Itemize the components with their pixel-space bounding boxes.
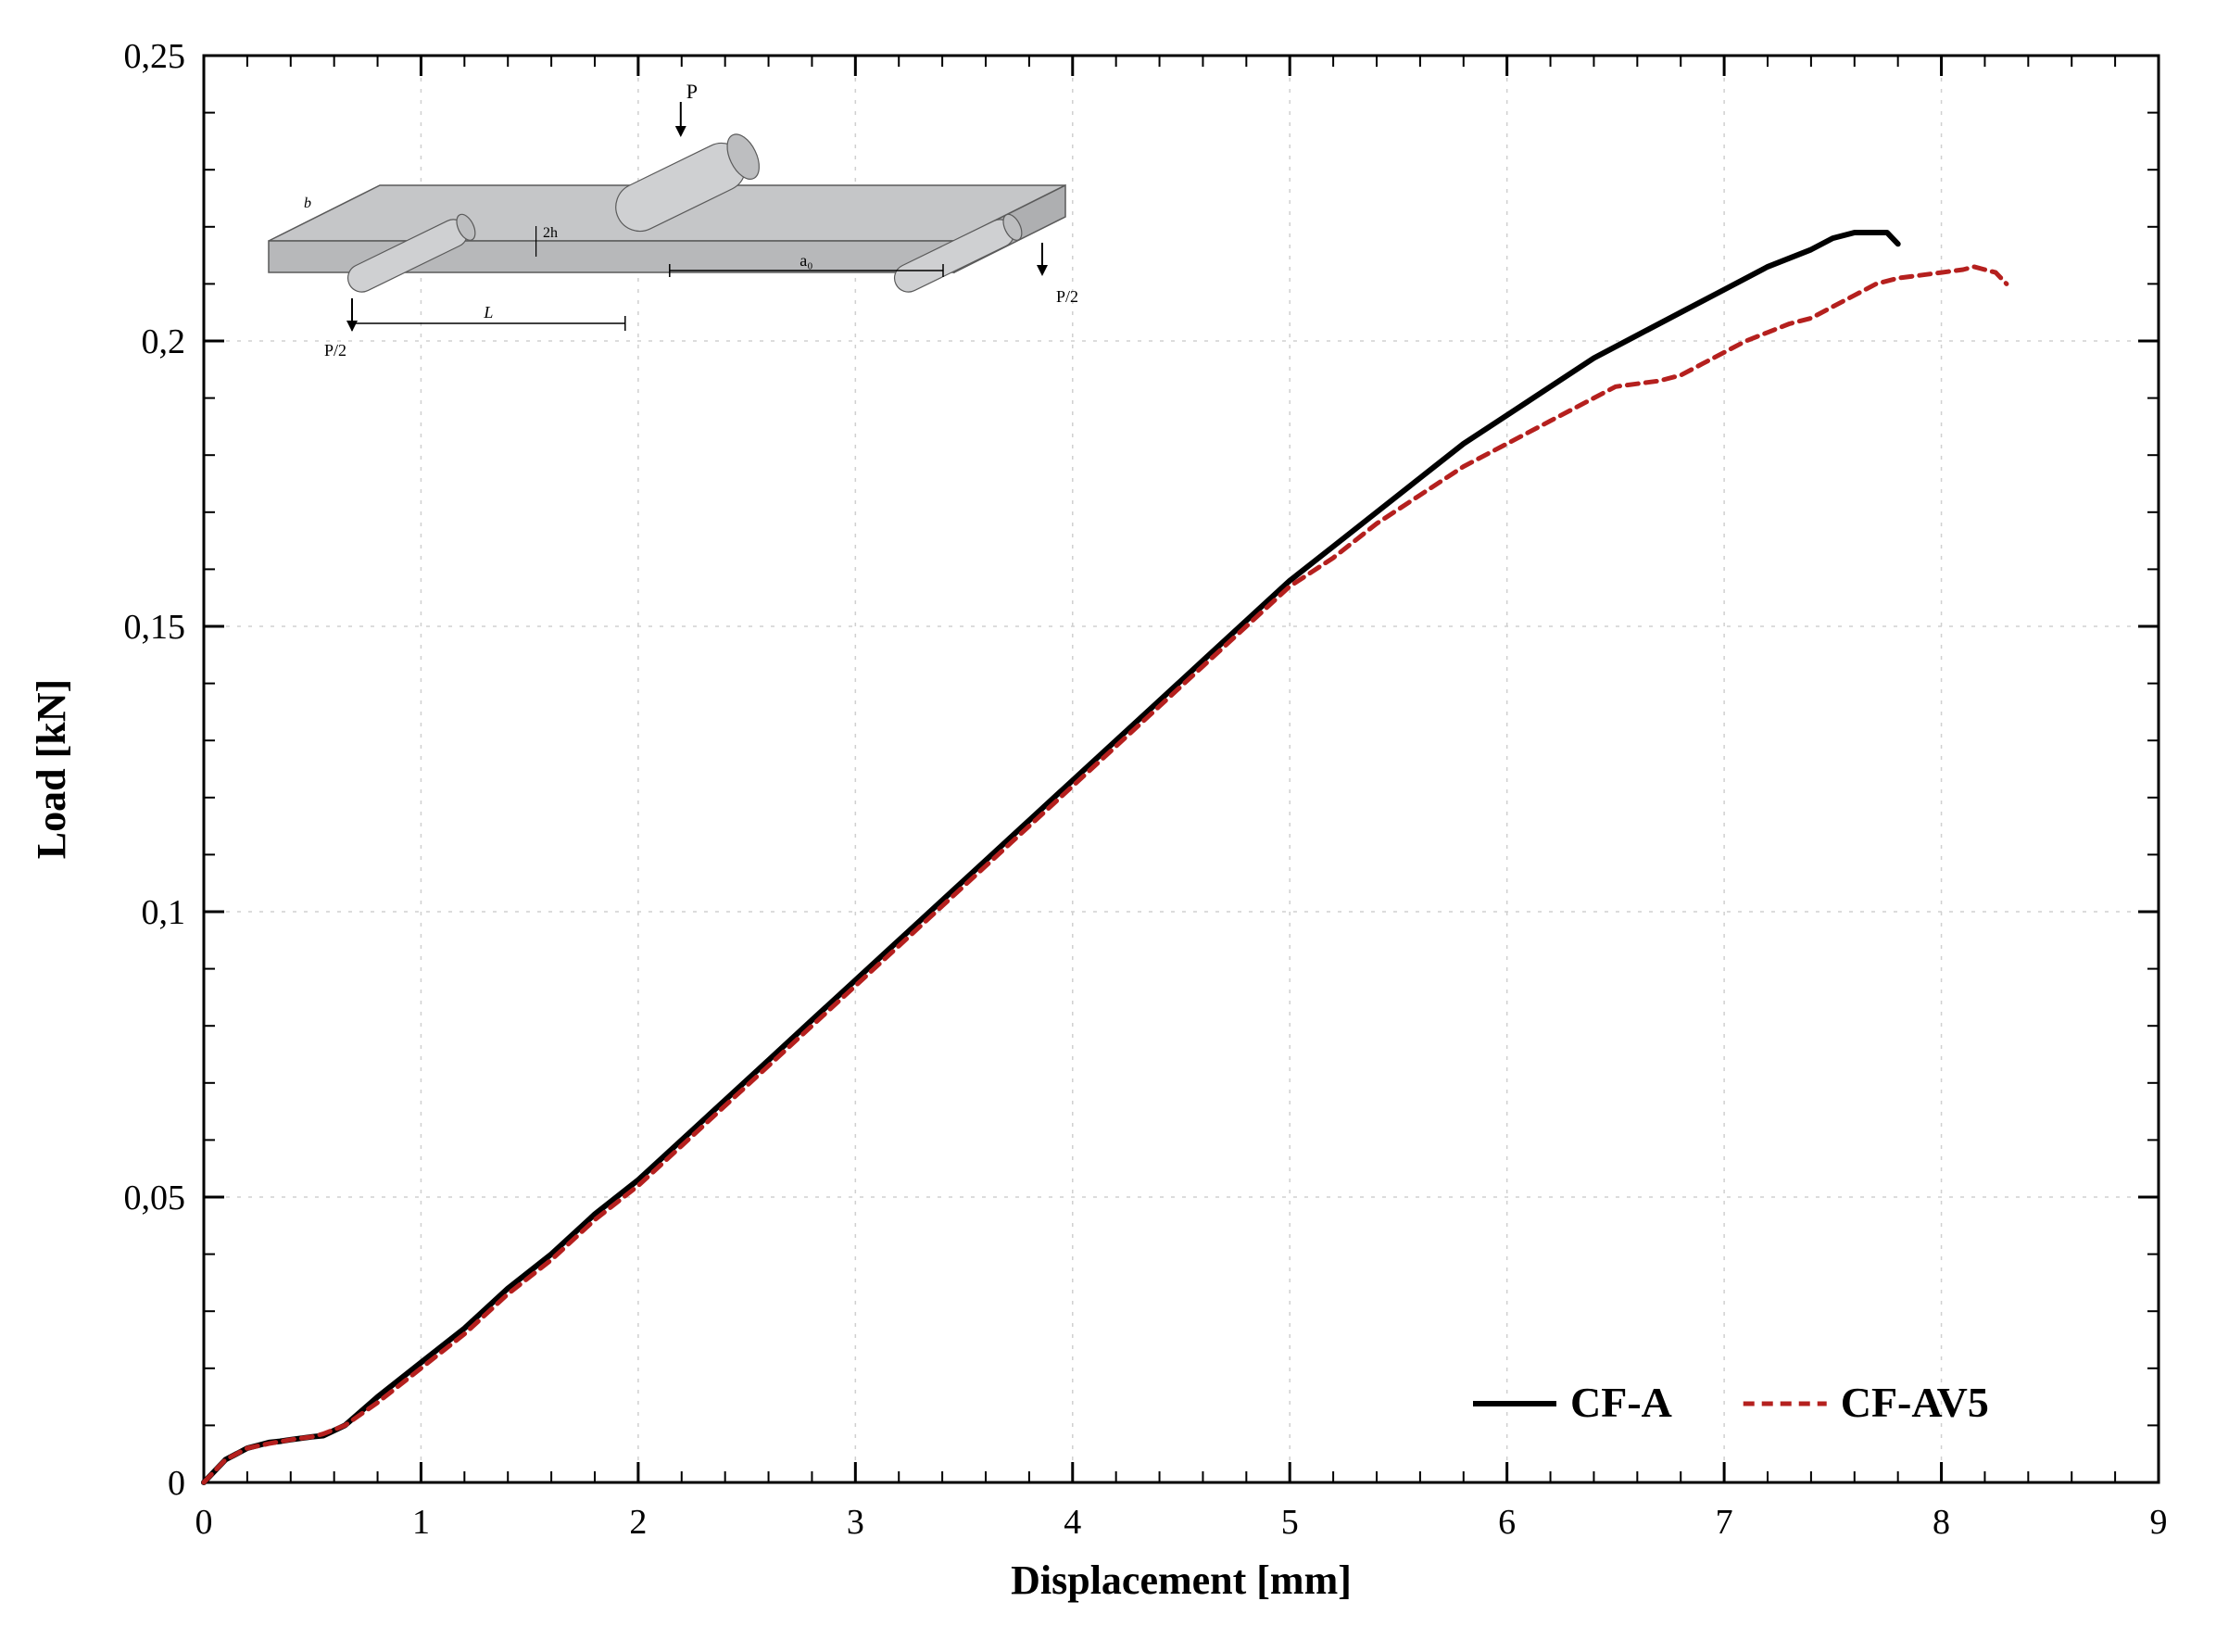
svg-text:1: 1: [412, 1503, 430, 1542]
load-displacement-chart: 0 1 2 3 4 5 6 7 8 9 0 0,05 0,1 0,15 0,2 0,25 Displacemen…: [0, 0, 2216, 1652]
svg-text:0,05: 0,05: [124, 1179, 186, 1217]
svg-text:2h: 2h: [543, 225, 558, 241]
svg-text:8: 8: [1933, 1503, 1950, 1542]
svg-text:4: 4: [1064, 1503, 1081, 1542]
svg-text:CF-AV5: CF-AV5: [1841, 1379, 1989, 1426]
svg-text:3: 3: [847, 1503, 864, 1542]
svg-text:6: 6: [1498, 1503, 1516, 1542]
y-axis-label: Load [kN]: [29, 679, 74, 859]
svg-text:2: 2: [629, 1503, 647, 1542]
svg-text:b: b: [304, 195, 311, 211]
svg-text:L: L: [483, 303, 493, 322]
svg-text:5: 5: [1281, 1503, 1299, 1542]
svg-text:9: 9: [2150, 1503, 2168, 1542]
svg-text:0,2: 0,2: [142, 322, 186, 361]
svg-text:7: 7: [1716, 1503, 1733, 1542]
svg-text:CF-A: CF-A: [1570, 1379, 1672, 1426]
svg-text:a₀: a₀: [800, 251, 812, 270]
svg-text:0: 0: [195, 1503, 213, 1542]
svg-text:P/2: P/2: [324, 341, 346, 359]
x-axis-label: Displacement [mm]: [1011, 1557, 1352, 1603]
svg-text:0,25: 0,25: [124, 37, 186, 76]
svg-text:P/2: P/2: [1056, 287, 1078, 306]
svg-text:P: P: [686, 80, 698, 103]
svg-text:0,15: 0,15: [124, 608, 186, 647]
svg-text:0,1: 0,1: [142, 893, 186, 932]
svg-text:0: 0: [168, 1464, 185, 1503]
